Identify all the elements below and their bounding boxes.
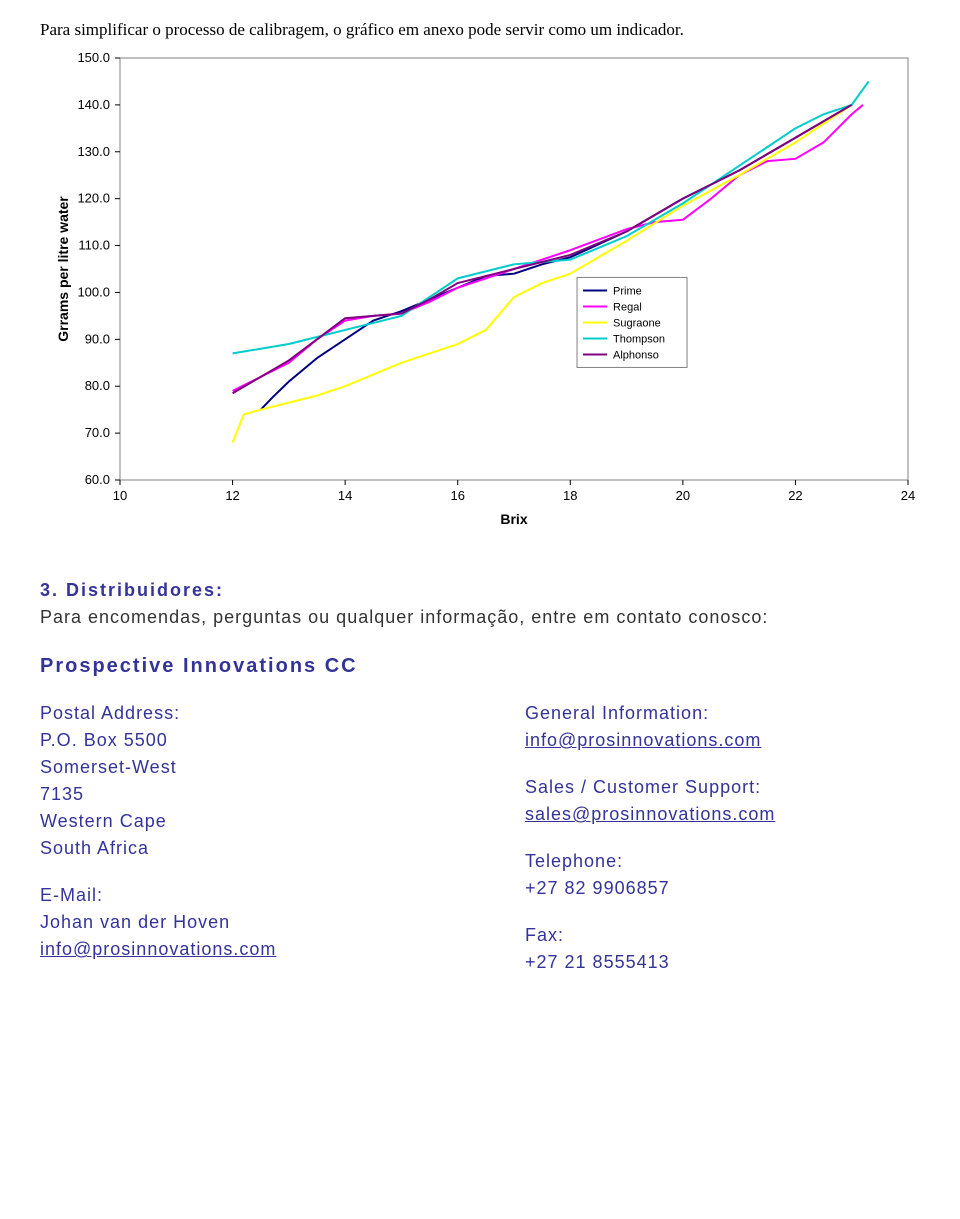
postal-line: Western Cape <box>40 808 435 835</box>
svg-text:12: 12 <box>225 488 239 503</box>
svg-text:70.0: 70.0 <box>85 425 110 440</box>
svg-text:Regal: Regal <box>613 301 642 313</box>
telephone-value: +27 82 9906857 <box>525 875 920 902</box>
svg-text:20: 20 <box>676 488 690 503</box>
svg-text:16: 16 <box>450 488 464 503</box>
telephone-label: Telephone: <box>525 848 920 875</box>
svg-text:Grrams per litre water: Grrams per litre water <box>55 196 71 342</box>
svg-text:60.0: 60.0 <box>85 472 110 487</box>
email-block: E-Mail: Johan van der Hoven info@prosinn… <box>40 882 435 963</box>
svg-text:10: 10 <box>113 488 127 503</box>
svg-text:Alphonso: Alphonso <box>613 349 659 361</box>
svg-text:150.0: 150.0 <box>77 50 110 65</box>
email-link[interactable]: info@prosinnovations.com <box>40 936 435 963</box>
email-label: E-Mail: <box>40 882 435 909</box>
contact-left-column: Postal Address: P.O. Box 5500 Somerset-W… <box>40 700 435 996</box>
svg-text:Sugraone: Sugraone <box>613 317 661 329</box>
fax-value: +27 21 8555413 <box>525 949 920 976</box>
svg-text:140.0: 140.0 <box>77 97 110 112</box>
svg-text:22: 22 <box>788 488 802 503</box>
telephone-block: Telephone: +27 82 9906857 <box>525 848 920 902</box>
svg-text:100.0: 100.0 <box>77 284 110 299</box>
postal-line: P.O. Box 5500 <box>40 727 435 754</box>
svg-text:24: 24 <box>901 488 915 503</box>
svg-text:110.0: 110.0 <box>78 238 110 253</box>
svg-text:Prime: Prime <box>613 285 642 297</box>
svg-text:Brix: Brix <box>500 511 527 527</box>
distributors-section: 3. Distribuidores: Para encomendas, perg… <box>40 580 920 629</box>
distributors-body: Para encomendas, perguntas ou qualquer i… <box>40 605 920 629</box>
distributors-heading: 3. Distribuidores: <box>40 580 920 601</box>
intro-text: Para simplificar o processo de calibrage… <box>40 20 920 40</box>
svg-text:130.0: 130.0 <box>77 144 110 159</box>
svg-text:18: 18 <box>563 488 577 503</box>
sales-link[interactable]: sales@prosinnovations.com <box>525 801 920 828</box>
sales-label: Sales / Customer Support: <box>525 774 920 801</box>
svg-text:120.0: 120.0 <box>77 191 110 206</box>
svg-text:90.0: 90.0 <box>85 331 110 346</box>
postal-line: Somerset-West <box>40 754 435 781</box>
postal-line: 7135 <box>40 781 435 808</box>
calibration-chart: 60.0 70.0 80.0 90.0 100.0 110.0 120.0 130.0 140.… <box>50 50 920 530</box>
email-name: Johan van der Hoven <box>40 909 435 936</box>
sales-block: Sales / Customer Support: sales@prosinno… <box>525 774 920 828</box>
svg-text:14: 14 <box>338 488 352 503</box>
contact-columns: Postal Address: P.O. Box 5500 Somerset-W… <box>40 700 920 996</box>
general-link[interactable]: info@prosinnovations.com <box>525 727 920 754</box>
postal-line: South Africa <box>40 835 435 862</box>
svg-text:Thompson: Thompson <box>613 333 665 345</box>
contact-right-column: General Information: info@prosinnovation… <box>525 700 920 996</box>
postal-address-block: Postal Address: P.O. Box 5500 Somerset-W… <box>40 700 435 862</box>
fax-block: Fax: +27 21 8555413 <box>525 922 920 976</box>
postal-label: Postal Address: <box>40 700 435 727</box>
fax-label: Fax: <box>525 922 920 949</box>
general-label: General Information: <box>525 700 920 727</box>
general-info-block: General Information: info@prosinnovation… <box>525 700 920 754</box>
svg-text:80.0: 80.0 <box>85 378 110 393</box>
company-name: Prospective Innovations CC <box>40 655 920 678</box>
